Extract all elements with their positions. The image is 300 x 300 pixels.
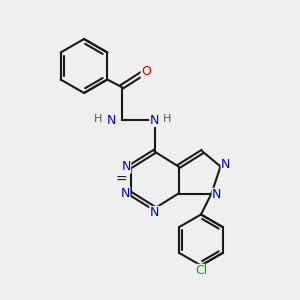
Text: N: N (120, 187, 130, 200)
Text: N: N (212, 188, 222, 202)
Text: O: O (141, 64, 151, 78)
Text: Cl: Cl (195, 264, 207, 278)
Text: =: = (116, 173, 127, 187)
Text: N: N (221, 158, 231, 172)
Text: N: N (150, 206, 159, 220)
Text: N: N (150, 113, 159, 127)
Text: H: H (94, 113, 102, 124)
Text: N: N (121, 160, 131, 173)
Text: N: N (106, 113, 116, 127)
Text: H: H (163, 113, 171, 124)
